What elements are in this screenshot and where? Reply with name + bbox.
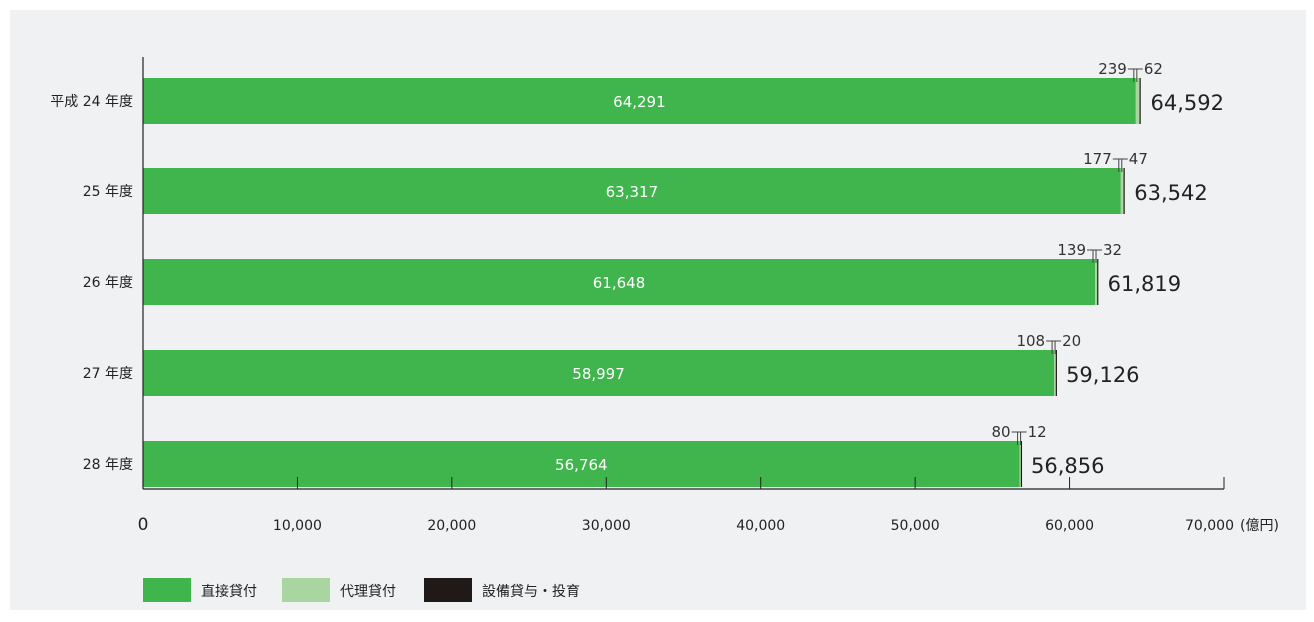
direct-loan-value-label: 58,997 xyxy=(572,365,625,383)
category-label: 26 年度 xyxy=(83,275,133,291)
x-tick-label: 60,000 xyxy=(1045,518,1094,534)
total-value-label: 63,542 xyxy=(1134,181,1207,205)
bar-segment xyxy=(1020,441,1023,487)
legend-label-agency-loan: 代理貸付 xyxy=(340,584,396,600)
x-tick-label: 0 xyxy=(138,515,149,535)
x-tick-label: 40,000 xyxy=(736,518,785,534)
total-value-label: 59,126 xyxy=(1066,363,1139,387)
direct-loan-value-label: 61,648 xyxy=(593,274,646,292)
agency-loan-value-label: 239 xyxy=(1098,60,1127,78)
agency-loan-value-label: 108 xyxy=(1016,332,1045,350)
category-label: 平成 24 年度 xyxy=(50,94,133,110)
labels-layer: 平成 24 年度 64,291 239 62 64,592 25 年度 63,317 177 4… xyxy=(50,60,1224,478)
equipment-lease-value-label: 47 xyxy=(1129,150,1148,168)
x-tick-label: 30,000 xyxy=(582,518,631,534)
category-label: 28 年度 xyxy=(83,457,133,473)
category-label: 27 年度 xyxy=(83,366,133,382)
legend-label-direct-loan: 直接貸付 xyxy=(201,584,257,600)
total-value-label: 61,819 xyxy=(1108,272,1181,296)
equipment-lease-value-label: 32 xyxy=(1103,241,1122,259)
agency-loan-value-label: 80 xyxy=(992,423,1011,441)
x-tick-label: 70,000 xyxy=(1185,518,1234,534)
direct-loan-value-label: 63,317 xyxy=(606,183,659,201)
legend-swatch-equipment-lease xyxy=(424,578,472,602)
category-label: 25 年度 xyxy=(83,184,133,200)
x-axis-unit: (億円) xyxy=(1240,518,1279,534)
bar-segment xyxy=(1055,350,1057,396)
direct-loan-value-label: 64,291 xyxy=(613,93,666,111)
x-tick-label: 50,000 xyxy=(891,518,940,534)
legend-swatch-direct-loan xyxy=(143,578,191,602)
bar-segment xyxy=(1054,350,1056,396)
equipment-lease-value-label: 12 xyxy=(1028,423,1047,441)
bar-segment xyxy=(143,350,1055,396)
bar-segment xyxy=(1095,259,1098,305)
equipment-lease-value-label: 20 xyxy=(1062,332,1081,350)
bars-layer xyxy=(143,78,1141,487)
bar-segment xyxy=(143,168,1121,214)
x-tick-label: 20,000 xyxy=(427,518,476,534)
x-axis: 0 10,000 20,000 30,000 40,000 50,000 60,000 70,… xyxy=(138,57,1279,535)
bar-segment xyxy=(1135,78,1140,124)
x-tick-label: 10,000 xyxy=(273,518,322,534)
bar-segment xyxy=(1123,168,1125,214)
bar-segment xyxy=(1120,168,1124,214)
equipment-lease-value-label: 62 xyxy=(1144,60,1163,78)
legend-label-equipment-lease: 設備貸与・投育 xyxy=(482,584,580,600)
bar-segment xyxy=(1139,78,1141,124)
bar-segment xyxy=(1019,441,1021,487)
bar-segment xyxy=(1097,259,1099,305)
bar-segment xyxy=(143,441,1020,487)
total-value-label: 64,592 xyxy=(1150,91,1223,115)
bar-segment xyxy=(143,259,1096,305)
total-value-label: 56,856 xyxy=(1031,454,1104,478)
legend-swatch-agency-loan xyxy=(282,578,330,602)
bar-segment xyxy=(143,78,1136,124)
agency-loan-value-label: 139 xyxy=(1057,241,1086,259)
agency-loan-value-label: 177 xyxy=(1083,150,1112,168)
direct-loan-value-label: 56,764 xyxy=(555,456,608,474)
